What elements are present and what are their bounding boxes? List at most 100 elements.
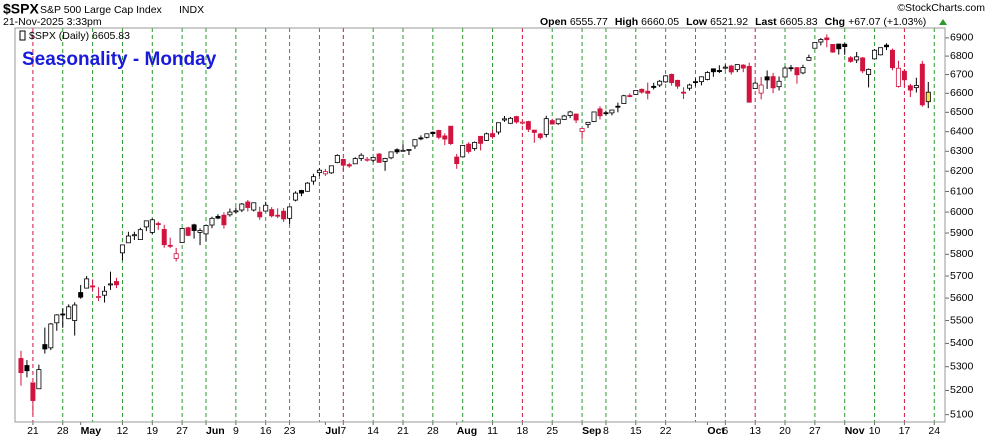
candle-body [537, 133, 543, 138]
candle-body [860, 57, 866, 72]
x-tick-label: 24 [928, 425, 940, 437]
candle-body [722, 66, 728, 69]
candle-body [90, 285, 96, 288]
candle-body [925, 91, 931, 103]
candle-body [758, 84, 764, 94]
x-tick-label: 21 [397, 425, 409, 437]
x-tick-label: 25 [546, 425, 558, 437]
candle-body [96, 296, 102, 298]
x-tick-label: 22 [660, 425, 672, 437]
candle-body [490, 133, 496, 138]
quote-value: +67.07 (+1.03%) [848, 16, 926, 28]
candle-body [155, 223, 161, 226]
candle-body [36, 369, 42, 390]
y-tick-label: 6900 [950, 32, 974, 44]
x-tick-label: 9 [233, 425, 239, 437]
x-tick-label: 27 [809, 425, 821, 437]
candle-body [167, 244, 173, 247]
candle-body [209, 217, 215, 226]
y-tick-label: 5100 [950, 408, 974, 420]
change-arrow [939, 19, 947, 25]
timestamp: 21-Nov-2025 3:33pm [3, 16, 102, 28]
candle-body [496, 122, 501, 133]
candle-body [394, 149, 400, 153]
candle-body [376, 153, 382, 163]
candle-body [889, 49, 895, 69]
candle-body [436, 130, 442, 138]
candle-body [734, 64, 740, 70]
x-tick-label: 17 [899, 425, 911, 437]
candle-body [125, 235, 131, 244]
candle-body [382, 158, 388, 162]
candle-body [788, 67, 794, 70]
candle-body [358, 154, 364, 159]
candle-body [173, 253, 179, 259]
candle-body [60, 313, 66, 316]
candle-body [549, 120, 555, 125]
candle-body [782, 67, 788, 78]
candle-body [478, 135, 484, 144]
y-tick-label: 5700 [950, 270, 974, 282]
candle-body [919, 63, 925, 106]
candle-body [203, 225, 209, 235]
candle-body [901, 70, 907, 81]
candle-body [579, 128, 585, 132]
candle-body [603, 112, 609, 115]
plot-frame [14, 27, 946, 423]
candle-body [615, 105, 621, 108]
candle-body [42, 344, 48, 350]
candle-body [657, 80, 663, 86]
candle-body [185, 227, 191, 236]
candle-body [573, 113, 579, 121]
y-tick-label: 5500 [950, 314, 974, 326]
y-tick-label: 5300 [950, 360, 974, 372]
candle-body [131, 234, 137, 237]
y-tick-label: 6600 [950, 87, 974, 99]
candle-body [454, 156, 460, 165]
candle-body [424, 133, 430, 138]
candle-body [299, 190, 305, 194]
x-tick-label: Aug [457, 425, 477, 437]
candle-body [305, 182, 310, 192]
candle-body [746, 65, 752, 103]
y-tick-label: 5600 [950, 292, 974, 304]
candle-body [836, 43, 842, 50]
security-name: S&P 500 Large Cap Index [40, 4, 163, 16]
candle-body [830, 44, 836, 53]
candle-body [310, 176, 316, 182]
x-tick-label: 21 [27, 425, 39, 437]
candle-body [884, 44, 889, 48]
candle-body [137, 229, 143, 241]
candle-body [854, 56, 860, 61]
candle-body [48, 323, 54, 349]
candle-body [770, 76, 776, 89]
y-tick-label: 6200 [950, 165, 974, 177]
candle-body [913, 84, 919, 89]
candle-body [710, 68, 716, 73]
candle-body [269, 209, 275, 217]
candle-body [18, 358, 24, 373]
candle-body [370, 157, 376, 161]
candle-body [842, 43, 848, 47]
candle-body [24, 365, 30, 372]
candle-body [245, 201, 251, 208]
candle-body [698, 76, 704, 83]
y-tick-label: 5200 [950, 384, 974, 396]
quote-label: Last [755, 16, 777, 28]
y-tick-label: 6500 [950, 106, 974, 118]
exchange: INDX [179, 4, 204, 16]
candle-body [66, 306, 72, 320]
candle-body [430, 131, 436, 134]
candle-body [221, 214, 227, 226]
candle-body [191, 224, 197, 231]
candle-body [513, 116, 519, 123]
candle-body [567, 111, 573, 116]
x-tick-label: 10 [869, 425, 881, 437]
candle-body [728, 65, 734, 73]
quote-label: Open [540, 16, 567, 28]
candle-body [848, 57, 854, 62]
candle-body [818, 39, 824, 43]
quote-value: 6555.77 [570, 16, 608, 28]
candle-body [54, 314, 60, 324]
candle-body [388, 151, 394, 159]
